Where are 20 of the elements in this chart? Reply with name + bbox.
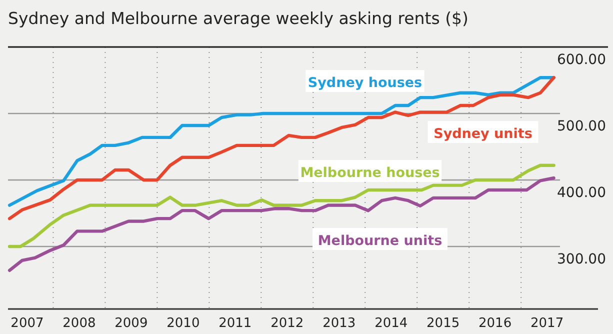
x-tick-label: 2011 — [218, 316, 252, 331]
series-label: Sydney units — [434, 126, 532, 142]
y-tick-label: 300.00 — [557, 251, 606, 268]
x-tick-label: 2015 — [426, 316, 460, 331]
y-tick-label: 600.00 — [557, 52, 606, 68]
x-tick-label: 2007 — [10, 316, 44, 331]
series-label: Sydney houses — [308, 75, 422, 91]
series-label: Melbourne houses — [300, 165, 440, 181]
x-tick-label: 2008 — [62, 316, 96, 331]
x-tick-label: 2010 — [166, 316, 200, 331]
x-tick-label: 2017 — [530, 316, 564, 331]
x-tick-label: 2014 — [374, 316, 408, 331]
y-tick-label: 500.00 — [557, 118, 606, 134]
chart-title: Sydney and Melbourne average weekly asking rents ($) — [8, 9, 468, 28]
y-tick-label: 400.00 — [557, 184, 606, 201]
series-label: Melbourne units — [318, 233, 442, 249]
x-tick-label: 2013 — [322, 316, 356, 331]
x-tick-label: 2009 — [114, 316, 148, 331]
x-tick-label: 2012 — [270, 316, 304, 331]
x-tick-label: 2016 — [478, 316, 512, 331]
